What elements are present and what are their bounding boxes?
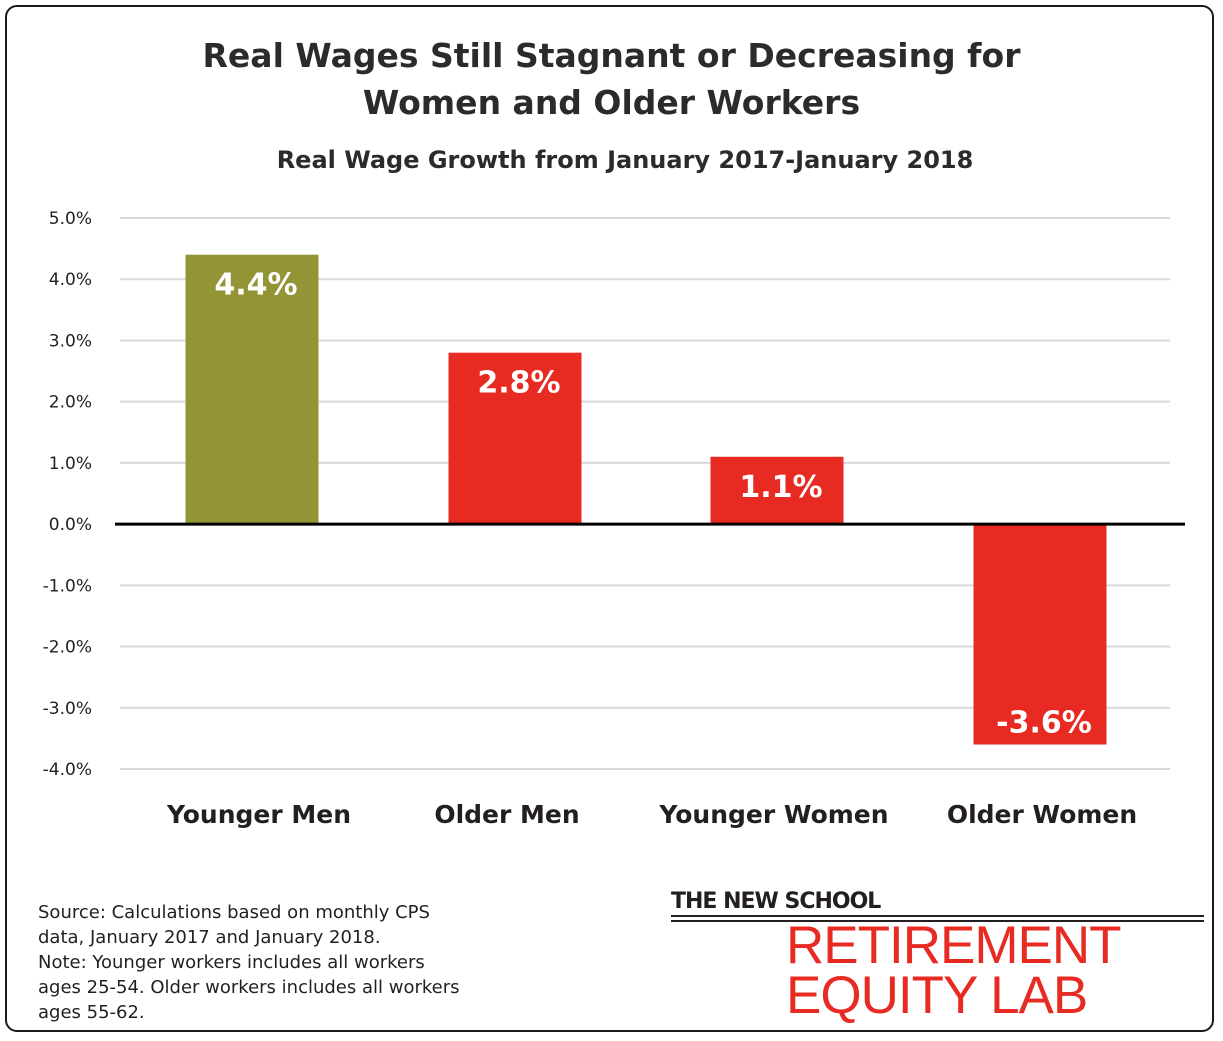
chart-title-line-2: Women and Older Workers	[362, 83, 861, 122]
y-tick-label: 5.0%	[49, 209, 92, 229]
y-tick-label: 0.0%	[49, 515, 92, 535]
data-label: 1.1%	[739, 470, 822, 505]
source-line-2: data, January 2017 and January 2018.	[38, 927, 381, 948]
bar-younger-men	[185, 254, 319, 525]
logo-rule-top	[671, 915, 1204, 917]
y-tick-label: 3.0%	[49, 331, 92, 351]
source-note: Source: Calculations based on monthly CP…	[38, 900, 498, 1025]
source-line-1: Source: Calculations based on monthly CP…	[38, 902, 430, 923]
logo-line-2: EQUITY LAB	[786, 966, 1088, 1025]
data-label: 4.4%	[214, 268, 297, 303]
y-tick-label: -4.0%	[43, 760, 92, 780]
x-category-label: Older Women	[947, 800, 1137, 829]
source-line-4: ages 25-54. Older workers includes all w…	[38, 977, 460, 998]
x-category-label: Younger Women	[658, 800, 888, 829]
x-category-label: Older Men	[434, 800, 579, 829]
data-label: 2.8%	[477, 366, 560, 401]
y-tick-label: 1.0%	[49, 454, 92, 474]
chart-frame	[5, 5, 1214, 1032]
source-line-3: Note: Younger workers includes all worke…	[38, 952, 425, 973]
bar-older-men	[448, 352, 582, 525]
y-tick-label: 2.0%	[49, 393, 92, 413]
chart-subtitle: Real Wage Growth from January 2017-Janua…	[276, 146, 974, 174]
chart-title-line-1: Real Wages Still Stagnant or Decreasing …	[202, 36, 1021, 75]
bar-older-women	[973, 524, 1107, 745]
data-label: -3.6%	[996, 706, 1092, 741]
x-category-label: Younger Men	[166, 800, 351, 829]
y-tick-label: -2.0%	[43, 638, 92, 658]
y-tick-label: -3.0%	[43, 699, 92, 719]
source-line-5: ages 55-62.	[38, 1002, 145, 1023]
logo-rule-bottom	[671, 920, 1204, 922]
y-tick-label: 4.0%	[49, 270, 92, 290]
logo-school-name: THE NEW SCHOOL	[671, 889, 881, 914]
logo-line-1: RETIREMENT	[786, 916, 1121, 975]
y-tick-label: -1.0%	[43, 576, 92, 596]
bar-younger-women	[710, 456, 844, 525]
